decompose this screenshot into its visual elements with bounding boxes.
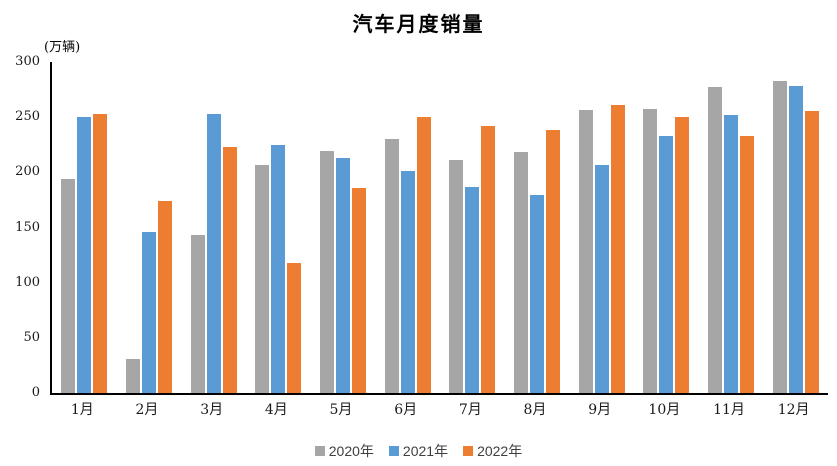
bar-group xyxy=(569,62,634,393)
bar-2022年 xyxy=(675,116,690,393)
bar-2021年 xyxy=(77,116,92,393)
x-axis-tick-label: 7月 xyxy=(458,402,482,418)
bar-2020年 xyxy=(707,87,722,393)
bar-group xyxy=(763,62,828,393)
y-axis-tick-label: 200 xyxy=(15,164,40,180)
bar-2022年 xyxy=(610,105,625,393)
bar-2022年 xyxy=(93,113,108,393)
bar-2022年 xyxy=(545,130,560,393)
legend: 2020年 2021年 2022年 xyxy=(0,441,837,461)
bar-2021年 xyxy=(141,232,156,393)
plot-area xyxy=(50,62,828,395)
x-axis-tick-label: 1月 xyxy=(70,402,94,418)
bar-2020年 xyxy=(384,139,399,393)
x-axis-tick-label: 12月 xyxy=(777,402,810,418)
bar-2022年 xyxy=(416,116,431,393)
bar-group xyxy=(634,62,699,393)
x-axis-tick-label: 10月 xyxy=(648,402,681,418)
y-axis-tick-label: 0 xyxy=(31,385,40,400)
legend-label: 2020年 xyxy=(328,443,374,459)
bar-2022年 xyxy=(804,111,819,393)
x-axis-tick-label: 9月 xyxy=(588,402,612,418)
bar-2021年 xyxy=(206,114,221,393)
bar-group xyxy=(699,62,764,393)
bar-2020年 xyxy=(772,80,787,393)
bar-2020年 xyxy=(643,109,658,393)
legend-label: 2022年 xyxy=(477,443,523,459)
legend-item: 2022年 xyxy=(463,441,522,461)
bar-2021年 xyxy=(723,114,738,393)
bar-2021年 xyxy=(788,85,803,393)
bar-2020年 xyxy=(190,235,205,393)
x-axis-tick-label: 3月 xyxy=(200,402,224,418)
legend-swatch-icon xyxy=(388,446,399,456)
bar-2021年 xyxy=(594,164,609,393)
bar-2020年 xyxy=(125,358,140,393)
bar-2022年 xyxy=(351,187,366,393)
bar-group xyxy=(505,62,570,393)
y-axis-tick-label: 300 xyxy=(15,54,40,69)
x-axis-tick-label: 8月 xyxy=(523,402,547,418)
bar-2021年 xyxy=(465,187,480,393)
bar-2022年 xyxy=(157,201,172,393)
bar-2020年 xyxy=(449,159,464,393)
x-axis-tick-label: 11月 xyxy=(713,402,745,418)
y-axis-tick-label: 250 xyxy=(15,109,40,125)
bar-2020年 xyxy=(578,110,593,393)
bar-2022年 xyxy=(481,126,496,393)
y-axis-tick-label: 100 xyxy=(15,274,40,290)
x-axis-tick-label: 2月 xyxy=(135,402,159,418)
bar-group xyxy=(246,62,311,393)
bar-2022年 xyxy=(287,262,302,393)
legend-swatch-icon xyxy=(463,446,474,456)
legend-item: 2021年 xyxy=(388,441,449,461)
y-axis-tick-label: 150 xyxy=(15,219,40,235)
chart-title: 汽车月度销量 xyxy=(352,12,485,36)
bar-2020年 xyxy=(319,150,334,393)
bar-group xyxy=(181,62,246,393)
bar-2021年 xyxy=(335,158,350,393)
bar-2021年 xyxy=(400,170,415,393)
x-axis-tick-label: 6月 xyxy=(394,402,418,418)
bar-group xyxy=(311,62,376,393)
legend-label: 2021年 xyxy=(402,443,449,459)
bar-2020年 xyxy=(61,178,76,393)
bar-2022年 xyxy=(739,136,754,393)
legend-item: 2020年 xyxy=(314,441,374,461)
x-axis-tick-label: 4月 xyxy=(264,402,288,418)
bar-2020年 xyxy=(255,164,270,393)
bar-2021年 xyxy=(271,144,286,393)
bar-2020年 xyxy=(513,151,528,393)
y-axis-tick-label: 50 xyxy=(23,329,40,345)
bar-group xyxy=(375,62,440,393)
bar-2022年 xyxy=(222,146,237,393)
bar-2021年 xyxy=(659,135,674,393)
bar-group xyxy=(440,62,505,393)
bar-group xyxy=(117,62,182,393)
y-axis-unit-label: (万辆) xyxy=(44,40,81,55)
bar-group xyxy=(52,62,117,393)
legend-swatch-icon xyxy=(314,446,325,456)
bar-2021年 xyxy=(529,194,544,393)
x-axis-tick-label: 5月 xyxy=(329,402,353,418)
